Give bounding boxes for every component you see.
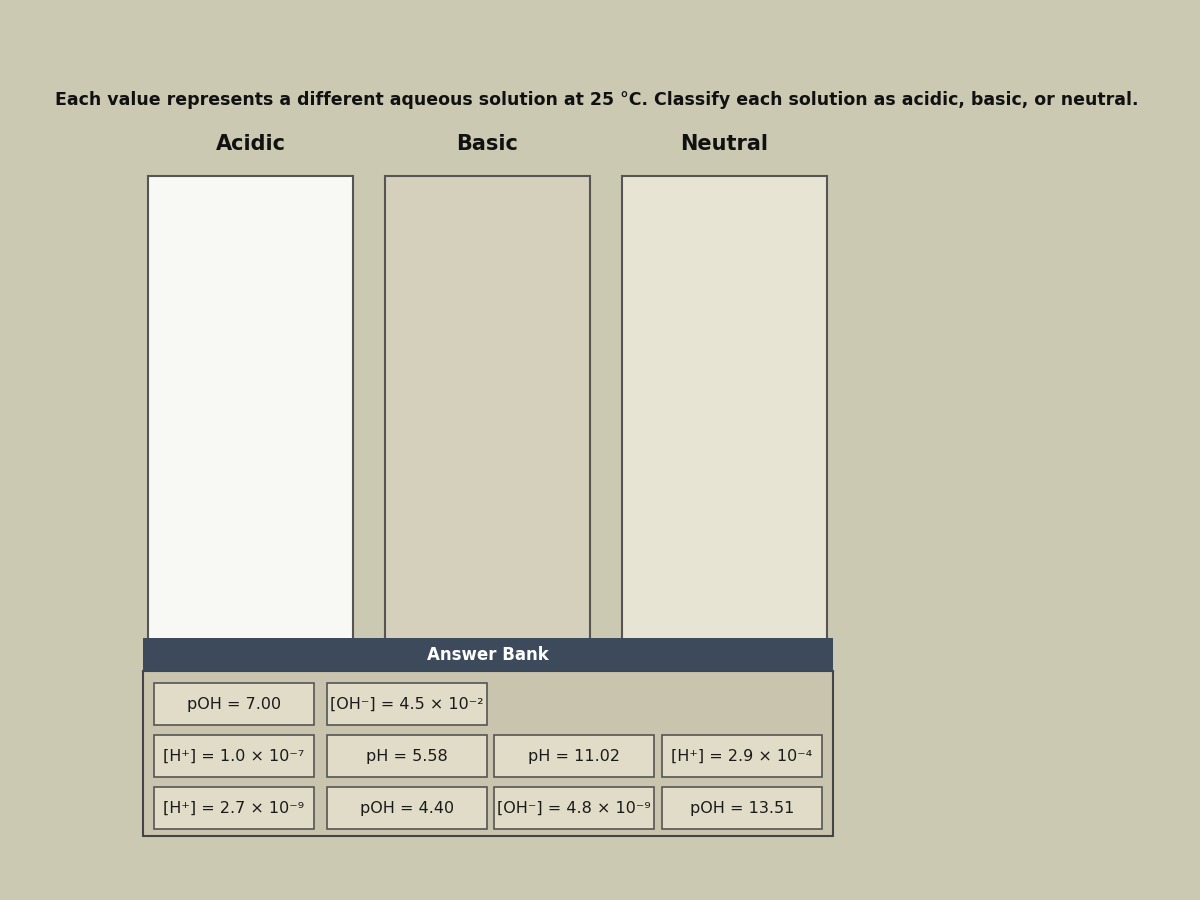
FancyBboxPatch shape	[662, 787, 822, 829]
FancyBboxPatch shape	[154, 735, 314, 777]
FancyBboxPatch shape	[662, 735, 822, 777]
Text: [H⁺] = 2.7 × 10⁻⁹: [H⁺] = 2.7 × 10⁻⁹	[163, 800, 305, 815]
Text: pH = 5.58: pH = 5.58	[366, 749, 448, 763]
Text: [H⁺] = 1.0 × 10⁻⁷: [H⁺] = 1.0 × 10⁻⁷	[163, 749, 305, 763]
Text: Each value represents a different aqueous solution at 25 °C. Classify each solut: Each value represents a different aqueou…	[55, 91, 1139, 109]
Text: Answer Bank: Answer Bank	[427, 645, 548, 663]
Text: pH = 11.02: pH = 11.02	[528, 749, 620, 763]
FancyBboxPatch shape	[143, 638, 833, 671]
FancyBboxPatch shape	[494, 735, 654, 777]
Text: Neutral: Neutral	[680, 134, 768, 154]
Text: [OH⁻] = 4.5 × 10⁻²: [OH⁻] = 4.5 × 10⁻²	[330, 697, 484, 712]
Text: Basic: Basic	[456, 134, 518, 154]
FancyBboxPatch shape	[326, 735, 487, 777]
Text: Acidic: Acidic	[216, 134, 286, 154]
Text: [H⁺] = 2.9 × 10⁻⁴: [H⁺] = 2.9 × 10⁻⁴	[671, 749, 812, 763]
FancyBboxPatch shape	[622, 176, 827, 656]
FancyBboxPatch shape	[154, 683, 314, 725]
FancyBboxPatch shape	[143, 671, 833, 836]
FancyBboxPatch shape	[494, 787, 654, 829]
Text: pOH = 4.40: pOH = 4.40	[360, 800, 454, 815]
FancyBboxPatch shape	[326, 683, 487, 725]
FancyBboxPatch shape	[154, 787, 314, 829]
FancyBboxPatch shape	[385, 176, 590, 656]
Text: pOH = 7.00: pOH = 7.00	[187, 697, 281, 712]
FancyBboxPatch shape	[148, 176, 353, 656]
Text: [OH⁻] = 4.8 × 10⁻⁹: [OH⁻] = 4.8 × 10⁻⁹	[497, 800, 650, 815]
Text: pOH = 13.51: pOH = 13.51	[690, 800, 794, 815]
FancyBboxPatch shape	[326, 787, 487, 829]
